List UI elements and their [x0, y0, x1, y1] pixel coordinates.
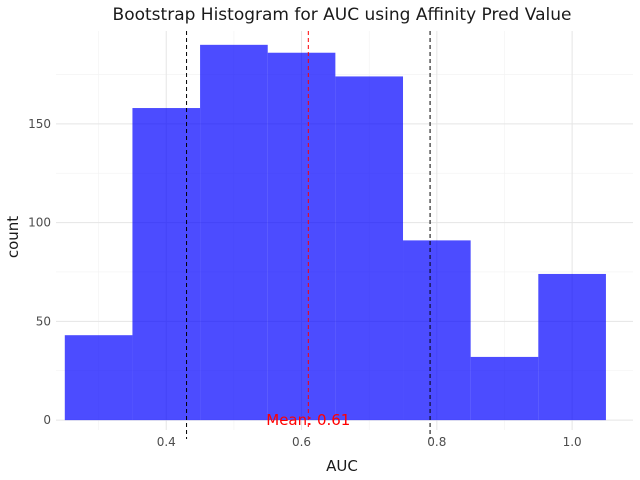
histogram-bar [267, 52, 336, 421]
chart-title: Bootstrap Histogram for AUC using Affini… [113, 5, 572, 25]
y-axis-title: count [4, 216, 22, 258]
histogram-bar [470, 356, 539, 421]
reference-lines [186, 31, 431, 439]
x-tick-label: 1.0 [563, 435, 582, 449]
x-tick-label: 0.8 [427, 435, 446, 449]
y-tick-label: 100 [28, 216, 51, 230]
x-tick-label: 0.6 [292, 435, 311, 449]
y-tick-label: 50 [36, 314, 51, 328]
y-tick-label: 0 [43, 413, 51, 427]
x-axis-title: AUC [326, 457, 358, 475]
histogram-bars [64, 44, 606, 421]
y-tick-label: 150 [28, 117, 51, 131]
histogram-bar [403, 240, 471, 421]
histogram-bar [64, 335, 133, 421]
x-tick-labels: 0.4 0.6 0.8 1.0 [157, 435, 582, 449]
histogram-bar [132, 108, 201, 421]
mean-label: Mean: 0.61 [266, 411, 350, 429]
histogram-bar [538, 273, 606, 421]
x-tick-label: 0.4 [157, 435, 176, 449]
histogram-bar [335, 76, 404, 421]
histogram-bar [200, 44, 268, 421]
y-tick-labels: 0 50 100 150 [28, 117, 51, 427]
